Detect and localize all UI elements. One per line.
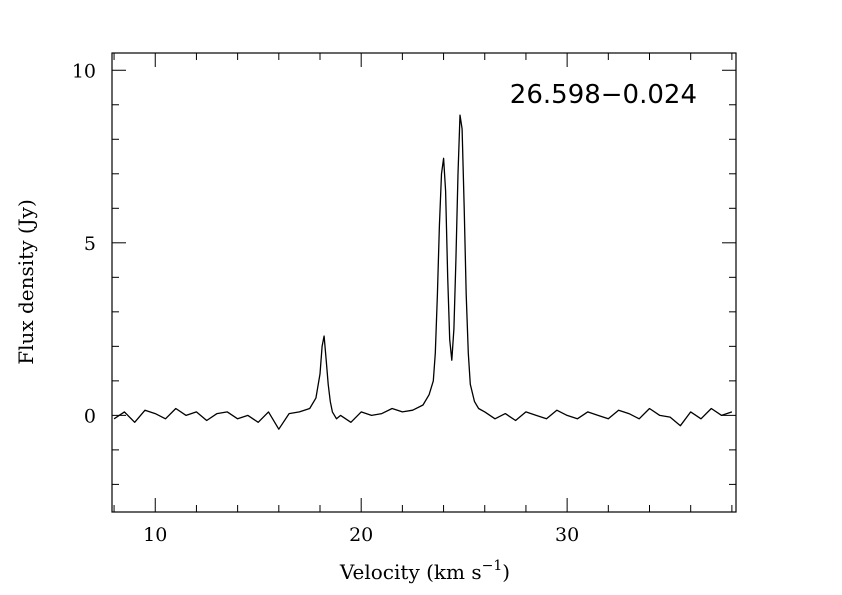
plot-frame bbox=[111, 52, 737, 513]
axis-ticks bbox=[112, 53, 736, 512]
x-tick-label: 20 bbox=[349, 524, 373, 546]
y-tick-label: 0 bbox=[84, 405, 96, 427]
x-axis-label: Velocity (km s−1) bbox=[339, 558, 510, 584]
y-axis-label: Flux density (Jy) bbox=[14, 199, 38, 365]
x-axis-label-main: Velocity (km s bbox=[339, 560, 482, 584]
source-annotation: 26.598−0.024 bbox=[510, 80, 697, 110]
x-axis-label-superscript: −1 bbox=[482, 558, 503, 574]
y-tick-label: 10 bbox=[72, 60, 96, 82]
x-tick-label: 30 bbox=[555, 524, 579, 546]
tick-labels: 10 20 30 0 5 10 bbox=[72, 60, 579, 546]
x-tick-label: 10 bbox=[143, 524, 167, 546]
y-tick-label: 5 bbox=[84, 233, 96, 255]
spectrum-line bbox=[113, 114, 733, 430]
x-axis-label-suffix: ) bbox=[502, 560, 510, 584]
